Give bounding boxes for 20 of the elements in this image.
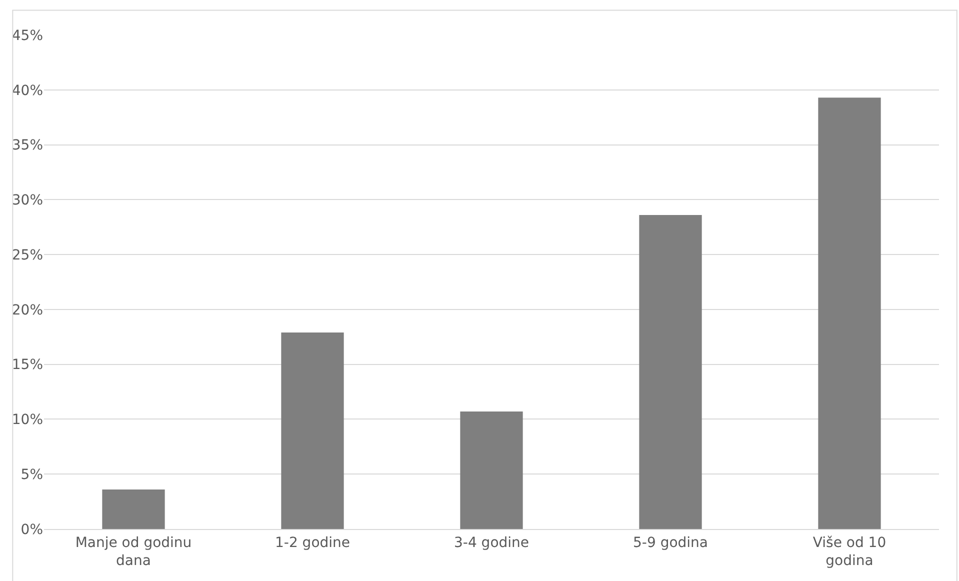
y-tick-label: 10% bbox=[12, 412, 43, 428]
bar bbox=[460, 412, 523, 529]
y-tick-label: 25% bbox=[12, 247, 43, 264]
y-tick-label: 15% bbox=[12, 357, 43, 374]
y-tick-label: 35% bbox=[12, 138, 43, 154]
y-tick-label: 5% bbox=[20, 467, 43, 484]
bar bbox=[639, 215, 702, 529]
x-tick-label: Više od 10 godina bbox=[812, 534, 886, 569]
y-tick-label: 45% bbox=[12, 28, 43, 44]
y-tick-label: 40% bbox=[12, 82, 43, 99]
bar bbox=[102, 489, 165, 529]
bar bbox=[281, 332, 344, 529]
x-tick-label: 5-9 godina bbox=[633, 534, 708, 551]
bar bbox=[818, 98, 881, 529]
y-tick-label: 0% bbox=[20, 522, 43, 538]
x-tick-label: 1-2 godine bbox=[274, 534, 350, 551]
y-tick-label: 20% bbox=[12, 302, 43, 318]
y-tick-label: 30% bbox=[12, 192, 43, 209]
x-tick-label: Manje od godinu dana bbox=[75, 534, 192, 569]
x-tick-label: 3-4 godine bbox=[454, 534, 530, 551]
